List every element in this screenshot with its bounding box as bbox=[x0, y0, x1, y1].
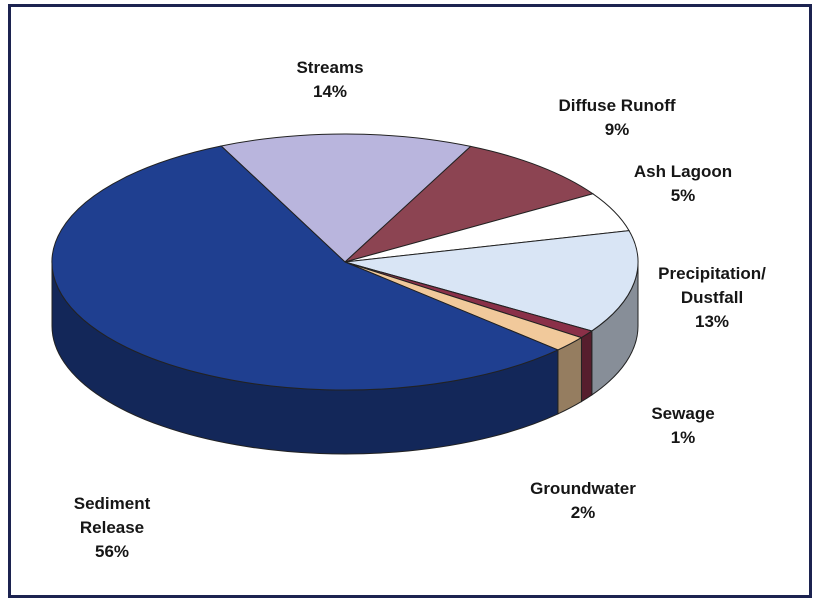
category-label: Groundwater bbox=[530, 479, 636, 498]
slice-label: Diffuse Runoff 9% bbox=[522, 94, 712, 142]
category-label: Sewage bbox=[651, 404, 715, 423]
pie-slice bbox=[51, 145, 560, 391]
category-label: Sediment Release bbox=[73, 494, 151, 537]
slice-label: Precipitation/ Dustfall 13% bbox=[645, 262, 780, 334]
value-label: 14% bbox=[312, 82, 348, 101]
category-label: Precipitation/ Dustfall bbox=[658, 264, 766, 307]
pie-side bbox=[557, 336, 582, 415]
slice-label: Streams 14% bbox=[270, 56, 390, 104]
slice-label: Sediment Release 56% bbox=[62, 492, 162, 564]
value-label: 9% bbox=[604, 120, 630, 139]
slice-label: Sewage 1% bbox=[623, 402, 743, 450]
pie-slice bbox=[344, 145, 595, 263]
category-label: Ash Lagoon bbox=[633, 162, 733, 181]
pie-side bbox=[580, 330, 593, 403]
value-label: 13% bbox=[694, 312, 730, 331]
pie-slice bbox=[220, 133, 472, 263]
slice-label: Ash Lagoon 5% bbox=[613, 160, 753, 208]
value-label: 56% bbox=[94, 542, 130, 561]
slice-label: Groundwater 2% bbox=[498, 477, 668, 525]
value-label: 5% bbox=[670, 186, 696, 205]
value-label: 2% bbox=[570, 503, 596, 522]
value-label: 1% bbox=[670, 428, 696, 447]
category-label: Diffuse Runoff bbox=[558, 96, 676, 115]
category-label: Streams bbox=[296, 58, 364, 77]
pie-slice bbox=[344, 230, 639, 332]
